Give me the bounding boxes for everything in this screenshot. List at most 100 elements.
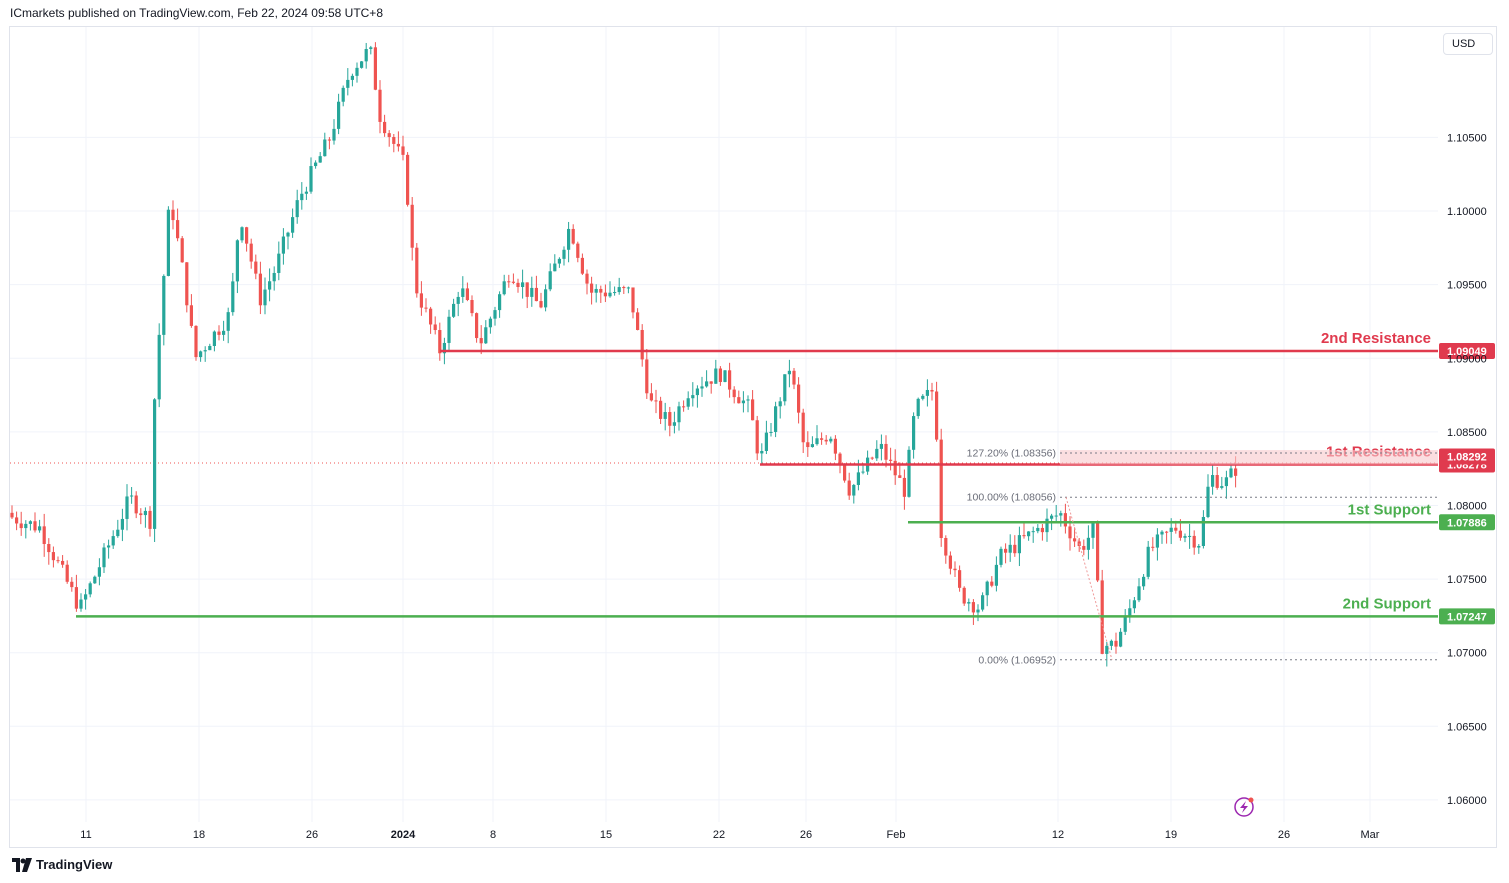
candle xyxy=(1201,510,1205,549)
candle xyxy=(1183,533,1187,543)
candle-body xyxy=(51,552,55,561)
candle xyxy=(1128,599,1132,623)
candle xyxy=(134,491,138,519)
candle-body xyxy=(981,595,985,610)
candle-body xyxy=(309,166,313,192)
candle xyxy=(1091,522,1095,549)
candle-body xyxy=(1054,515,1058,517)
candle xyxy=(746,395,750,413)
candle xyxy=(603,284,607,303)
candle xyxy=(1142,574,1146,590)
candle xyxy=(277,241,281,281)
candle xyxy=(314,160,318,169)
candle xyxy=(626,286,630,294)
candle-body xyxy=(341,87,345,102)
x-tick-label: 22 xyxy=(713,829,725,841)
candle xyxy=(1151,537,1155,552)
candle xyxy=(672,411,676,434)
candle xyxy=(19,511,23,536)
candle xyxy=(787,359,791,388)
candle xyxy=(907,446,911,498)
x-tick-label: Mar xyxy=(1361,829,1380,841)
candle xyxy=(962,586,966,606)
candle-body xyxy=(1151,546,1155,548)
candle xyxy=(272,266,276,291)
candle xyxy=(557,257,561,268)
candle xyxy=(580,253,584,276)
candle-body xyxy=(355,67,359,76)
candle xyxy=(590,276,594,305)
candle-body xyxy=(479,338,483,344)
candle-body xyxy=(921,395,925,399)
lightning-icon[interactable] xyxy=(1234,797,1254,817)
candle xyxy=(1045,508,1049,542)
candle xyxy=(360,60,364,69)
candle-body xyxy=(93,576,97,584)
candle-body xyxy=(636,312,640,330)
candle-body xyxy=(65,564,69,582)
candle xyxy=(792,368,796,390)
candle xyxy=(111,530,115,549)
candle-body xyxy=(157,334,161,400)
candle-body xyxy=(74,587,78,609)
candle xyxy=(576,241,580,263)
price-tag-bg xyxy=(1439,343,1495,360)
candle xyxy=(130,487,134,504)
candle-body xyxy=(847,480,851,496)
candle-body xyxy=(217,331,221,335)
candle-body xyxy=(714,368,718,384)
footer-brand[interactable]: TradingView xyxy=(12,857,112,872)
candle xyxy=(958,565,962,592)
candle-body xyxy=(760,450,764,454)
candle xyxy=(157,323,161,408)
candle-body xyxy=(42,526,46,545)
x-tick-label: 19 xyxy=(1165,829,1177,841)
candle-body xyxy=(953,568,957,571)
candle-body xyxy=(783,374,787,402)
candle xyxy=(1036,524,1040,534)
candle-body xyxy=(438,330,442,354)
candle-body xyxy=(1123,615,1127,632)
candle xyxy=(668,406,672,437)
candle-body xyxy=(240,227,244,241)
candle-body xyxy=(617,287,621,293)
candle xyxy=(1027,531,1031,541)
y-tick-label: 1.09000 xyxy=(1447,353,1487,365)
candle xyxy=(631,287,635,319)
candle-body xyxy=(1031,531,1035,533)
candle-body xyxy=(1201,516,1205,546)
x-tick-label: 8 xyxy=(490,829,496,841)
candle xyxy=(203,346,207,362)
candle xyxy=(79,593,83,612)
candle xyxy=(1031,526,1035,543)
currency-button[interactable]: USD xyxy=(1443,33,1493,55)
candle-body xyxy=(833,438,837,454)
candle xyxy=(939,428,943,547)
candle xyxy=(378,80,382,134)
candle xyxy=(143,507,147,528)
candle xyxy=(732,386,736,404)
candle xyxy=(341,85,345,107)
candle-body xyxy=(516,282,520,288)
price-tag-bg xyxy=(1439,608,1495,625)
candle-body xyxy=(594,288,598,293)
candle xyxy=(465,282,469,302)
candle-body xyxy=(718,368,722,382)
fib-zone xyxy=(1060,450,1438,465)
candle-body xyxy=(84,594,88,600)
candle xyxy=(148,506,152,537)
x-tick-label: 18 xyxy=(193,829,205,841)
candle-body xyxy=(1183,536,1187,538)
x-tick-label: 26 xyxy=(306,829,318,841)
candle xyxy=(1017,526,1021,567)
candle-body xyxy=(1091,522,1095,538)
candle xyxy=(645,348,649,399)
candle xyxy=(870,456,874,461)
candle-body xyxy=(475,313,479,339)
candle-body xyxy=(1059,513,1063,516)
candle xyxy=(567,221,571,263)
candle xyxy=(479,325,483,355)
candle-body xyxy=(1234,468,1238,476)
candle-body xyxy=(801,412,805,443)
